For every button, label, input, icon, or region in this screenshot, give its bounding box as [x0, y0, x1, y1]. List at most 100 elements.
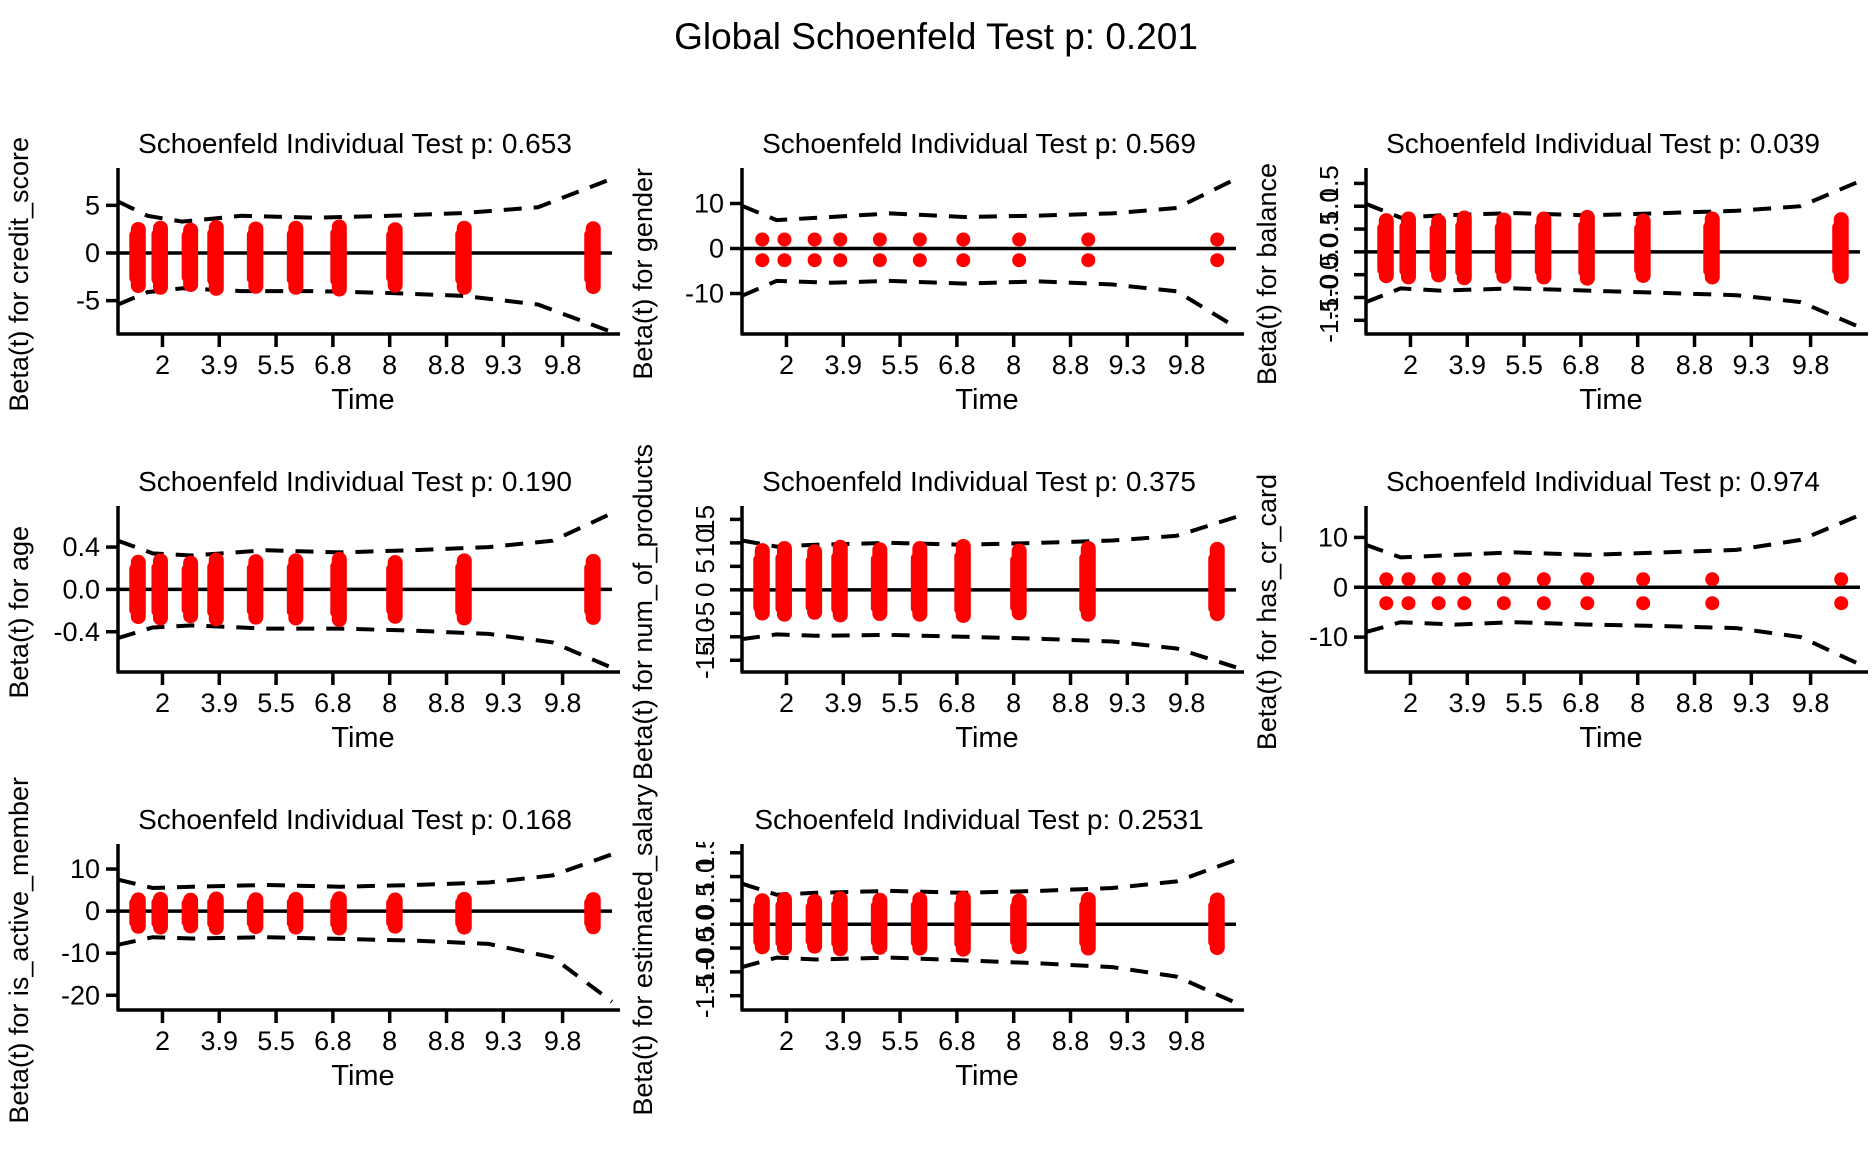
svg-text:8: 8 — [382, 688, 397, 718]
svg-text:0.0: 0.0 — [62, 574, 100, 604]
svg-text:2: 2 — [779, 688, 794, 718]
svg-text:9.8: 9.8 — [1168, 1026, 1206, 1056]
subplot-num-of-products: Schoenfeld Individual Test p: 0.375 Beta… — [624, 444, 1248, 792]
subplot-balance: Schoenfeld Individual Test p: 0.039 Beta… — [1248, 116, 1872, 454]
svg-text:8.8: 8.8 — [1052, 350, 1090, 380]
svg-text:3.9: 3.9 — [200, 688, 238, 718]
svg-text:8.8: 8.8 — [428, 1026, 466, 1056]
svg-text:2: 2 — [1403, 350, 1418, 380]
svg-text:5.5: 5.5 — [881, 1026, 919, 1056]
y-axis-label: Beta(t) for is_active_member — [3, 776, 34, 1124]
x-axis-label: Time — [331, 1060, 395, 1092]
svg-text:3.9: 3.9 — [200, 1026, 238, 1056]
svg-text:6.8: 6.8 — [938, 350, 976, 380]
svg-text:6.8: 6.8 — [1562, 688, 1600, 718]
svg-text:9.3: 9.3 — [1109, 688, 1147, 718]
y-axis-label: Beta(t) for balance — [1251, 162, 1282, 386]
svg-text:5: 5 — [690, 559, 720, 573]
subplot-title: Schoenfeld Individual Test p: 0.653 — [138, 128, 572, 159]
svg-text:5.5: 5.5 — [1505, 688, 1543, 718]
svg-text:9.8: 9.8 — [544, 350, 582, 380]
plot-canvas: 0.4 0.0 -0.4 2 3.9 5.5 6.8 8 8.8 9.3 9.8 — [53, 506, 620, 718]
subplot-title: Schoenfeld Individual Test p: 0.974 — [1386, 466, 1820, 497]
svg-text:10: 10 — [690, 528, 720, 557]
subplot-gender: Schoenfeld Individual Test p: 0.569 Beta… — [624, 116, 1248, 454]
svg-text:8: 8 — [1006, 688, 1021, 718]
subplot-title: Schoenfeld Individual Test p: 0.168 — [138, 804, 572, 835]
plot-canvas: 5 0 -5 2 3.9 5.5 6.8 8 8.8 9.3 9.8 — [76, 168, 620, 380]
y-axis-label: Beta(t) for gender — [627, 168, 658, 380]
x-axis-label: Time — [955, 1060, 1019, 1092]
subplot-age: Schoenfeld Individual Test p: 0.190 Beta… — [0, 454, 624, 792]
y-axis-label: Beta(t) for age — [3, 525, 34, 699]
svg-text:6.8: 6.8 — [314, 688, 352, 718]
svg-text:0.0: 0.0 — [690, 906, 720, 942]
svg-text:2: 2 — [779, 350, 794, 380]
svg-text:-5: -5 — [690, 602, 720, 625]
svg-text:0: 0 — [85, 238, 100, 268]
svg-text:-0.4: -0.4 — [53, 617, 100, 647]
svg-text:9.3: 9.3 — [1109, 1026, 1147, 1056]
svg-text:0: 0 — [85, 896, 100, 926]
svg-text:9.3: 9.3 — [485, 1026, 523, 1056]
svg-text:-1.0: -1.0 — [1314, 275, 1344, 320]
svg-text:8: 8 — [1006, 1026, 1021, 1056]
svg-text:2: 2 — [155, 350, 170, 380]
svg-text:0.5: 0.5 — [690, 882, 720, 918]
svg-text:3.9: 3.9 — [824, 350, 862, 380]
svg-text:6.8: 6.8 — [938, 688, 976, 718]
svg-text:2: 2 — [779, 1026, 794, 1056]
svg-text:5.5: 5.5 — [257, 688, 295, 718]
svg-text:5.5: 5.5 — [881, 350, 919, 380]
svg-text:10: 10 — [1318, 522, 1348, 552]
svg-text:9.3: 9.3 — [1733, 688, 1771, 718]
svg-text:10: 10 — [694, 189, 724, 219]
svg-text:6.8: 6.8 — [314, 350, 352, 380]
plot-canvas: 1.51.00.50.0-0.5-1.0-1.5 2 3.9 5.5 6.8 8 8.8 9.… — [1314, 166, 1868, 380]
svg-text:-20: -20 — [61, 980, 100, 1010]
plot-canvas: 10 0 -10 -20 2 3.9 5.5 6.8 8 8.8 9.3 9.8 — [61, 844, 620, 1056]
x-axis-label: Time — [1579, 384, 1643, 416]
svg-text:9.3: 9.3 — [485, 350, 523, 380]
svg-text:9.8: 9.8 — [1792, 350, 1830, 380]
x-axis-label: Time — [1579, 722, 1643, 754]
subplot-title: Schoenfeld Individual Test p: 0.569 — [762, 128, 1196, 159]
svg-text:8.8: 8.8 — [428, 350, 466, 380]
svg-text:-10: -10 — [690, 618, 720, 656]
svg-text:1.0: 1.0 — [690, 859, 720, 895]
svg-text:9.8: 9.8 — [1168, 350, 1206, 380]
svg-text:9.8: 9.8 — [1792, 688, 1830, 718]
svg-text:8.8: 8.8 — [428, 688, 466, 718]
svg-text:3.9: 3.9 — [1448, 688, 1486, 718]
svg-text:0: 0 — [690, 583, 720, 597]
svg-text:8.8: 8.8 — [1052, 688, 1090, 718]
svg-text:0.4: 0.4 — [62, 532, 100, 562]
subplot-credit-score: Schoenfeld Individual Test p: 0.653 Beta… — [0, 116, 624, 454]
y-axis-label: Beta(t) for estimated_salary — [627, 784, 658, 1116]
svg-text:8: 8 — [1630, 688, 1645, 718]
svg-text:8: 8 — [382, 1026, 397, 1056]
y-axis-label: Beta(t) for credit_score — [3, 136, 34, 412]
svg-text:15: 15 — [690, 505, 720, 534]
svg-text:6.8: 6.8 — [938, 1026, 976, 1056]
svg-text:1.5: 1.5 — [690, 842, 720, 871]
subplot-title: Schoenfeld Individual Test p: 0.190 — [138, 466, 572, 497]
svg-text:8: 8 — [1006, 350, 1021, 380]
svg-text:5.5: 5.5 — [881, 688, 919, 718]
svg-text:5: 5 — [85, 190, 100, 220]
x-axis-label: Time — [331, 722, 395, 754]
page-title: Global Schoenfeld Test p: 0.201 — [674, 16, 1198, 57]
subplot-grid: Schoenfeld Individual Test p: 0.653 Beta… — [0, 116, 1872, 1130]
svg-text:5.5: 5.5 — [257, 350, 295, 380]
svg-text:8: 8 — [382, 350, 397, 380]
svg-text:3.9: 3.9 — [200, 350, 238, 380]
svg-text:8.8: 8.8 — [1676, 350, 1714, 380]
svg-text:2: 2 — [155, 688, 170, 718]
svg-text:-0.5: -0.5 — [1314, 252, 1344, 297]
svg-text:-5: -5 — [76, 286, 100, 316]
subplot-title: Schoenfeld Individual Test p: 0.375 — [762, 466, 1196, 497]
svg-text:0: 0 — [709, 234, 724, 264]
x-axis-label: Time — [331, 384, 395, 416]
svg-text:2: 2 — [155, 1026, 170, 1056]
